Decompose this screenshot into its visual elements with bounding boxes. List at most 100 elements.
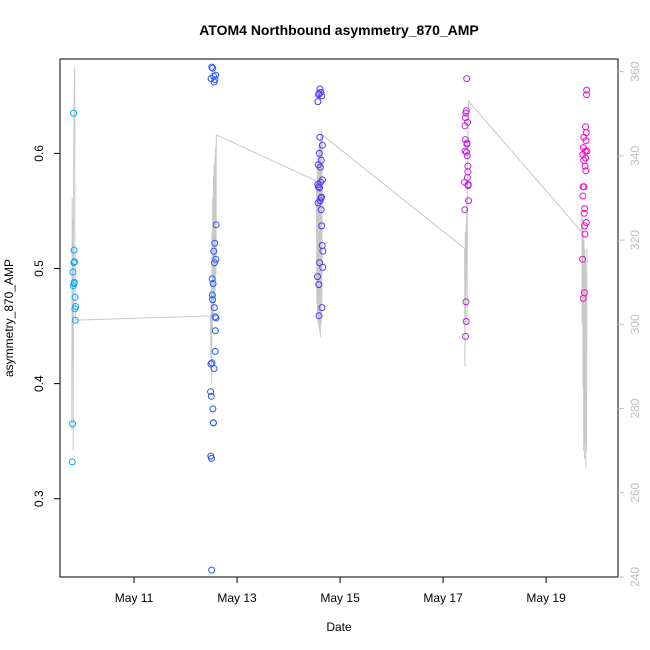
data-point	[317, 206, 325, 214]
data-point	[461, 206, 469, 214]
data-point	[465, 197, 472, 205]
chart-title: ATOM4 Northbound asymmetry_870_AMP	[199, 22, 479, 38]
data-point	[462, 318, 470, 325]
data-point	[316, 163, 324, 171]
data-point	[580, 183, 588, 191]
data-point	[581, 222, 589, 230]
y-tick-label: 0.5	[32, 260, 46, 277]
scatter-points	[68, 63, 591, 574]
data-point	[581, 230, 589, 238]
data-point	[314, 273, 321, 281]
data-point	[317, 178, 325, 186]
data-point	[68, 458, 76, 466]
data-point	[319, 247, 327, 255]
data-point	[583, 91, 590, 99]
data-point	[211, 239, 219, 247]
data-point	[463, 148, 470, 156]
y-axis: 0.3 0.4 0.5 0.6	[32, 145, 60, 507]
y-right-tick-label: 300	[628, 314, 642, 334]
data-point	[71, 258, 78, 266]
plot-frame	[59, 58, 619, 578]
data-point	[582, 129, 590, 137]
data-point	[318, 141, 326, 149]
data-point	[211, 327, 219, 335]
data-point	[210, 247, 218, 255]
data-point	[211, 259, 218, 267]
data-point	[210, 365, 218, 373]
data-point	[314, 98, 322, 106]
data-point	[211, 76, 219, 84]
data-point	[211, 347, 219, 355]
data-point	[209, 296, 217, 304]
x-tick-label: May 15	[320, 591, 360, 605]
data-point	[209, 64, 217, 72]
y-right-tick-label: 320	[628, 230, 642, 250]
x-axis: May 11 May 13 May 15 May 17 May 19	[115, 577, 566, 605]
data-point	[464, 162, 472, 170]
data-point	[318, 193, 325, 201]
data-point	[462, 298, 470, 306]
data-point	[70, 246, 78, 254]
y-right-tick-label: 260	[628, 482, 642, 502]
data-point	[318, 92, 326, 100]
data-point	[69, 268, 77, 276]
data-point	[211, 313, 219, 321]
data-point	[583, 147, 591, 155]
data-point	[318, 222, 326, 230]
data-point	[582, 154, 590, 162]
data-point	[318, 304, 326, 312]
data-point	[208, 454, 215, 462]
y-axis-right: 240 260 280 300 320 340 360	[618, 61, 642, 587]
x-tick-label: May 11	[115, 591, 154, 605]
data-point	[209, 280, 217, 287]
data-point	[69, 420, 76, 428]
data-point	[317, 156, 325, 164]
data-point	[315, 149, 323, 157]
data-point	[579, 192, 587, 200]
data-point	[71, 316, 79, 324]
data-point	[72, 303, 80, 310]
data-point	[315, 312, 323, 320]
data-point	[317, 88, 325, 96]
data-point	[315, 281, 323, 289]
x-tick-label: May 19	[526, 591, 566, 605]
x-axis-label: Date	[326, 620, 352, 634]
x-tick-label: May 17	[423, 591, 463, 605]
data-point	[461, 136, 469, 144]
data-point	[583, 86, 591, 94]
data-point	[212, 314, 220, 322]
data-point	[207, 392, 215, 400]
y-tick-label: 0.4	[32, 375, 46, 392]
data-point	[464, 181, 472, 188]
data-point	[580, 209, 588, 217]
y-axis-label: asymmetry_870_AMP	[2, 259, 16, 377]
data-point	[464, 118, 472, 126]
data-point	[582, 137, 590, 145]
data-point	[316, 85, 324, 93]
data-point	[580, 289, 588, 297]
data-point	[208, 291, 216, 299]
y-right-tick-label: 340	[628, 146, 642, 166]
data-point	[462, 332, 470, 340]
data-point	[463, 152, 471, 160]
data-point	[463, 75, 471, 83]
data-point	[463, 139, 471, 147]
data-point	[581, 205, 589, 213]
y-right-tick-label: 280	[628, 398, 642, 418]
data-point	[71, 293, 79, 301]
data-point	[210, 304, 218, 312]
data-point	[462, 107, 470, 115]
data-point	[208, 275, 216, 283]
data-point	[581, 162, 589, 170]
y-tick-label: 0.3	[32, 490, 46, 507]
data-point	[208, 566, 216, 574]
data-point	[70, 278, 78, 286]
y-tick-label: 0.6	[32, 145, 46, 162]
data-point	[212, 221, 220, 229]
y-right-tick-label: 240	[628, 567, 642, 587]
data-point	[582, 167, 590, 175]
data-point	[582, 219, 590, 226]
